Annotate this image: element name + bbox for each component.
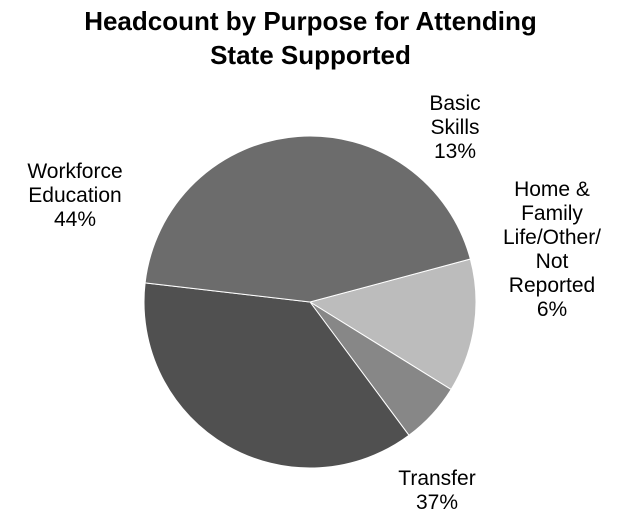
pie-slice-workforce-education [144,135,471,303]
slice-label-line: Home & [514,178,590,201]
slice-value-label: 44% [53,208,97,231]
chart-title-line-2: State Supported [210,40,411,70]
data-label-home-family: Home & Family Life/Other/ Not Reported 6… [488,178,616,322]
slice-label-line: Skills [430,116,480,139]
pie-slice-transfer [143,282,410,469]
data-label-workforce-education: Workforce Education 44% [0,160,150,232]
data-label-transfer: Transfer 37% [362,467,512,515]
slice-label-line: Life/Other/ [502,226,602,249]
data-label-basic-skills: Basic Skills 13% [400,92,510,164]
slice-value-label: 37% [415,491,459,514]
slice-value-label: 13% [433,140,477,163]
slice-label-line: Transfer [398,467,476,490]
slice-label-line: Reported [508,274,596,297]
pie-slice-basic-skills [308,258,477,391]
slice-label-line: Basic [429,92,481,115]
chart-title-line-1: Headcount by Purpose for Attending [84,6,537,36]
slice-label-line: Family [521,202,583,225]
slice-label-line: Education [28,184,122,207]
slice-value-label: 6% [536,298,568,321]
slice-label-line: Not [535,250,569,273]
slice-label-line: Workforce [27,160,123,183]
